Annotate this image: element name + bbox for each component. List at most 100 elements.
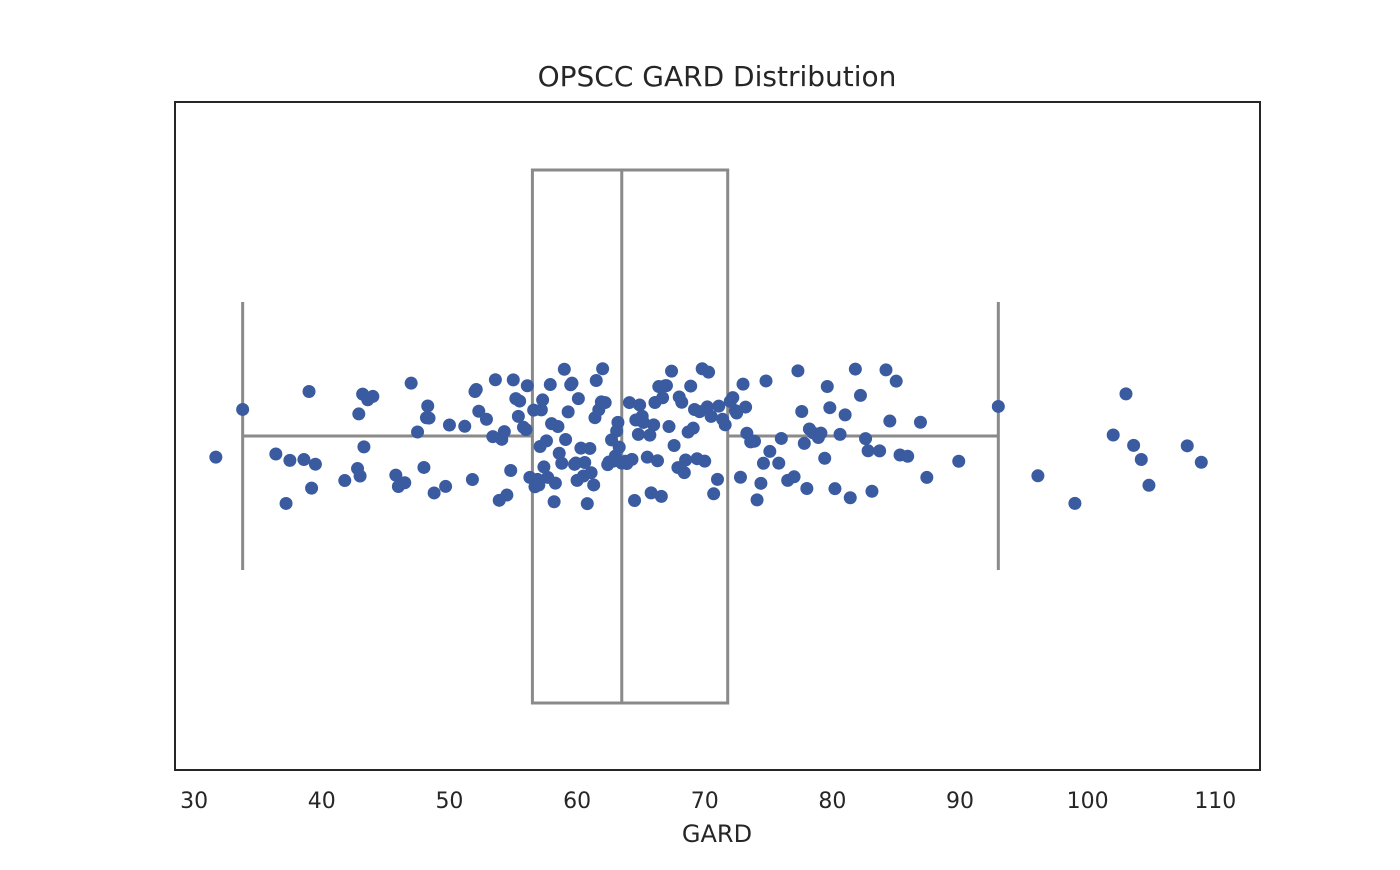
data-point — [744, 435, 758, 449]
data-point — [654, 489, 668, 503]
data-point — [633, 398, 647, 412]
data-point — [843, 491, 857, 505]
data-point — [681, 425, 695, 439]
data-point — [495, 432, 509, 446]
data-point — [469, 383, 483, 397]
data-point — [1031, 469, 1045, 483]
x-tick-label: 80 — [818, 789, 846, 814]
data-point — [659, 379, 673, 393]
data-point — [421, 399, 435, 413]
data-point — [551, 420, 565, 434]
x-tick-label: 70 — [691, 789, 719, 814]
data-point — [795, 404, 809, 418]
data-point — [704, 409, 718, 423]
data-point — [665, 364, 679, 378]
data-point — [523, 470, 537, 484]
data-point — [552, 446, 566, 460]
data-point — [772, 456, 786, 470]
data-point — [635, 409, 649, 423]
data-point — [587, 478, 601, 492]
data-point — [736, 377, 750, 391]
data-point — [702, 365, 716, 379]
data-point — [631, 427, 645, 441]
data-point — [651, 454, 665, 468]
data-point — [677, 466, 691, 480]
data-point — [853, 388, 867, 402]
data-point — [547, 495, 561, 509]
data-point — [543, 378, 557, 392]
data-point — [427, 486, 441, 500]
data-point — [1106, 428, 1120, 442]
data-point — [589, 374, 603, 388]
data-point — [647, 418, 661, 432]
data-point — [302, 384, 316, 398]
data-point — [479, 412, 493, 426]
data-point — [644, 486, 658, 500]
x-axis-ticks: 30 40 50 60 70 80 90 100 110 — [180, 789, 1236, 814]
data-point — [465, 472, 479, 486]
x-tick-label: 50 — [435, 789, 463, 814]
data-point — [411, 425, 425, 439]
data-point — [584, 466, 598, 480]
data-point — [628, 493, 642, 507]
data-point — [754, 476, 768, 490]
data-point — [739, 400, 753, 414]
data-point — [209, 450, 223, 464]
data-point — [800, 482, 814, 496]
data-point — [557, 362, 571, 376]
data-point — [952, 454, 966, 468]
data-point — [643, 428, 657, 442]
data-point — [684, 379, 698, 393]
data-point — [569, 456, 583, 470]
data-point — [588, 411, 602, 425]
data-point — [1194, 455, 1208, 469]
data-point — [532, 478, 546, 492]
data-point — [901, 449, 915, 463]
data-point — [236, 402, 250, 416]
data-point — [818, 451, 832, 465]
data-point — [366, 389, 380, 403]
data-point — [442, 418, 456, 432]
data-point — [667, 438, 681, 452]
data-point — [648, 395, 662, 409]
x-tick-label: 110 — [1194, 789, 1236, 814]
data-points — [209, 362, 1208, 511]
data-point — [338, 474, 352, 488]
data-point — [756, 456, 770, 470]
data-point — [712, 399, 726, 413]
data-point — [750, 493, 764, 507]
data-point — [571, 392, 585, 406]
data-point — [308, 457, 322, 471]
data-point — [580, 497, 594, 511]
data-point — [848, 362, 862, 376]
x-tick-label: 60 — [563, 789, 591, 814]
x-axis-label: GARD — [682, 820, 752, 848]
data-point — [353, 469, 367, 483]
data-point — [594, 395, 608, 409]
data-point — [1068, 496, 1082, 510]
data-point — [504, 463, 518, 477]
x-tick-label: 40 — [308, 789, 336, 814]
data-point — [533, 439, 547, 453]
data-point — [759, 374, 773, 388]
data-point — [707, 487, 721, 501]
data-point — [814, 426, 828, 440]
data-point — [559, 432, 573, 446]
data-point — [283, 453, 297, 467]
data-point — [439, 479, 453, 493]
x-tick-label: 90 — [946, 789, 974, 814]
data-point — [662, 420, 676, 434]
data-point — [536, 393, 550, 407]
data-point — [520, 379, 534, 393]
data-point — [838, 408, 852, 422]
data-point — [417, 460, 431, 474]
data-point — [352, 407, 366, 421]
data-point — [404, 376, 418, 390]
data-point — [711, 472, 724, 486]
data-point — [733, 470, 747, 484]
data-point — [1142, 478, 1156, 492]
data-point — [774, 431, 788, 445]
data-point — [607, 454, 621, 468]
data-point — [787, 470, 801, 484]
